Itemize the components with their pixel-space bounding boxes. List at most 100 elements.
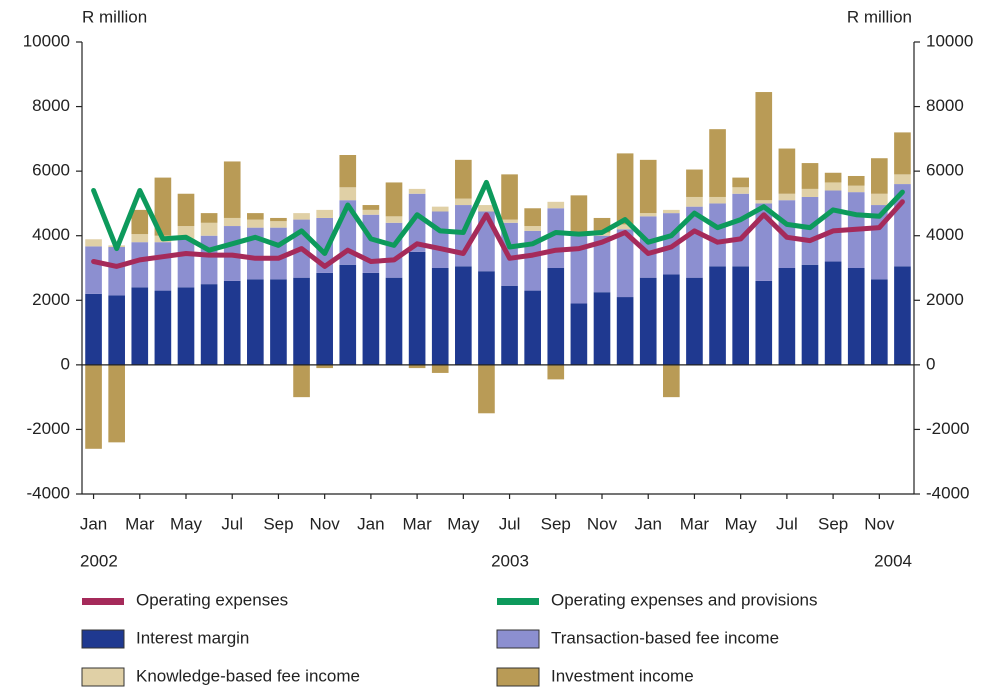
- bar: [339, 264, 357, 365]
- bar: [801, 188, 819, 197]
- bar: [293, 364, 310, 398]
- bar: [686, 277, 703, 365]
- bar: [501, 285, 518, 365]
- bar: [154, 177, 172, 236]
- bar: [408, 193, 426, 252]
- bar: [801, 163, 819, 189]
- bar: [639, 216, 657, 278]
- bar: [593, 235, 611, 293]
- bar: [362, 272, 380, 365]
- bar: [316, 217, 333, 273]
- bar: [639, 277, 657, 365]
- legend-label: Knowledge-based fee income: [136, 666, 360, 685]
- bar: [293, 277, 310, 365]
- x-tick-label: Jul: [776, 514, 798, 533]
- bar: [385, 182, 403, 217]
- bar: [200, 235, 218, 285]
- year-label: 2002: [80, 551, 118, 570]
- bar: [362, 205, 380, 210]
- x-tick-label: May: [170, 514, 203, 533]
- bar: [270, 217, 287, 222]
- bar: [431, 364, 449, 373]
- bar: [524, 290, 541, 365]
- bar: [894, 266, 911, 365]
- bar: [223, 280, 241, 365]
- bar: [824, 261, 842, 365]
- legend-swatch: [82, 598, 124, 605]
- bar: [570, 303, 588, 365]
- bar: [478, 205, 495, 212]
- legend-label: Investment income: [551, 666, 694, 685]
- bar: [732, 193, 749, 267]
- x-tick-label: Nov: [864, 514, 895, 533]
- x-tick-label: Mar: [125, 514, 155, 533]
- bar: [755, 200, 773, 204]
- y2-tick-label: 10000: [926, 31, 973, 50]
- bar: [871, 158, 888, 194]
- y-tick-label: 2000: [32, 290, 70, 309]
- y2-axis-label: R million: [847, 7, 912, 26]
- bar: [824, 182, 842, 191]
- line: [91, 199, 905, 269]
- x-tick-label: Mar: [402, 514, 432, 533]
- y-tick-label: -4000: [27, 483, 70, 502]
- bar: [270, 221, 287, 228]
- legend-label: Operating expenses: [136, 590, 288, 609]
- bar: [871, 279, 888, 365]
- bar: [177, 193, 195, 227]
- y-tick-label: 8000: [32, 96, 70, 115]
- bar: [501, 219, 518, 223]
- bar: [663, 274, 680, 365]
- bar: [801, 196, 819, 265]
- x-tick-label: Jan: [635, 514, 662, 533]
- bar: [293, 213, 310, 220]
- x-tick-label: May: [725, 514, 758, 533]
- bar: [663, 364, 680, 398]
- bar: [385, 216, 403, 223]
- legend-label: Interest margin: [136, 628, 249, 647]
- y-axis-label: R million: [82, 7, 147, 26]
- bar: [85, 246, 102, 294]
- bar: [154, 290, 172, 365]
- line: [91, 179, 905, 256]
- bar: [408, 364, 426, 369]
- bar: [131, 287, 149, 365]
- bar: [663, 209, 680, 214]
- bar: [547, 364, 565, 380]
- y-tick-label: 4000: [32, 225, 70, 244]
- bar: [431, 211, 449, 268]
- bar: [709, 203, 726, 267]
- legend-label: Operating expenses and provisions: [551, 590, 818, 609]
- bar: [709, 196, 726, 204]
- bar: [894, 174, 911, 185]
- bar: [85, 239, 102, 247]
- bar: [316, 364, 333, 369]
- y-tick-label: 0: [61, 354, 70, 373]
- bar: [824, 190, 842, 262]
- bar: [316, 209, 333, 218]
- bar: [755, 280, 773, 365]
- bar: [755, 203, 773, 281]
- bar: [247, 213, 264, 220]
- bar: [177, 287, 195, 365]
- bar: [847, 268, 865, 365]
- bar: [247, 279, 264, 365]
- bar: [847, 185, 865, 193]
- bar: [570, 235, 588, 304]
- bar: [894, 132, 911, 175]
- bar: [455, 198, 472, 206]
- legend-swatch: [497, 598, 539, 605]
- bar: [547, 201, 565, 209]
- legend-swatch: [496, 667, 540, 687]
- y2-tick-label: 8000: [926, 96, 964, 115]
- y2-tick-label: 6000: [926, 161, 964, 180]
- legend-swatch: [496, 629, 540, 649]
- bar: [616, 153, 634, 225]
- y2-tick-label: 2000: [926, 290, 964, 309]
- bar: [154, 242, 172, 291]
- legend-swatch: [81, 629, 125, 649]
- bar: [639, 213, 657, 217]
- bar: [593, 292, 611, 365]
- bar: [732, 177, 749, 188]
